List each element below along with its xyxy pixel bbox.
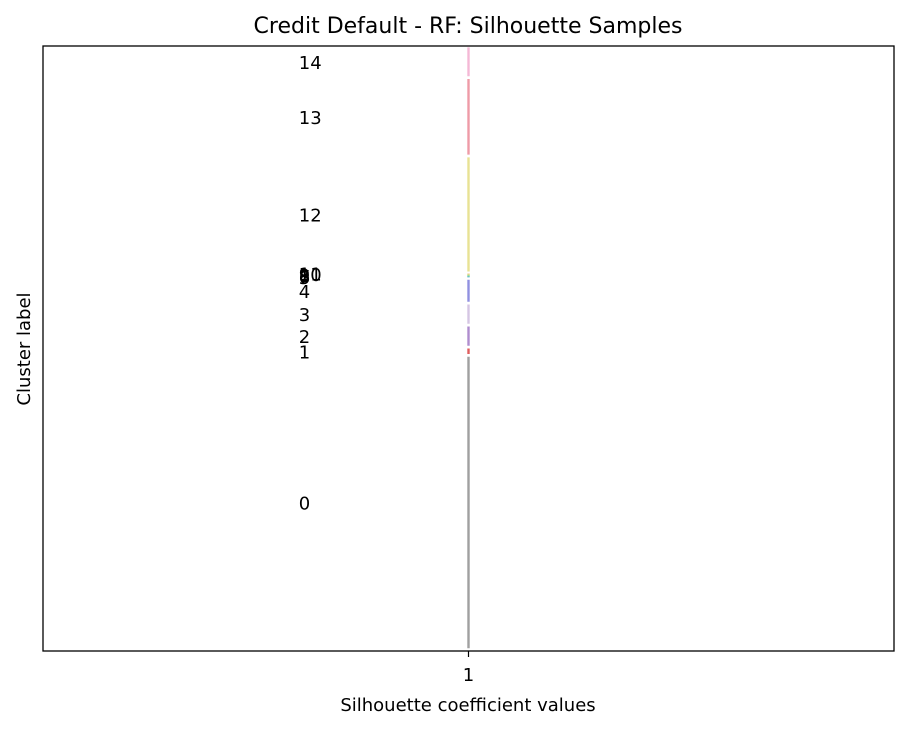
cluster-label-10: 10	[299, 265, 322, 286]
silhouette-bar-cluster-0	[467, 356, 470, 649]
cluster-label-7: 7	[299, 267, 310, 288]
silhouette-bar-cluster-5	[467, 276, 470, 278]
silhouette-bar-cluster-8	[467, 275, 470, 276]
cluster-label-13: 13	[299, 108, 322, 129]
silhouette-bar-cluster-9	[467, 274, 470, 276]
cluster-label-11: 11	[299, 265, 322, 286]
cluster-label-4: 4	[299, 282, 310, 303]
y-axis-label: Cluster label	[14, 292, 35, 405]
cluster-label-12: 12	[299, 205, 322, 226]
silhouette-bar-cluster-14	[467, 47, 470, 77]
cluster-label-0: 0	[299, 494, 310, 515]
silhouette-bar-cluster-13	[467, 79, 470, 155]
silhouette-bar-cluster-2	[467, 326, 470, 346]
silhouette-bar-cluster-3	[467, 304, 470, 324]
silhouette-bars	[467, 47, 470, 649]
silhouette-bar-cluster-7	[467, 275, 470, 277]
silhouette-bar-cluster-10	[467, 273, 470, 275]
silhouette-bar-cluster-4	[467, 279, 470, 302]
chart-title: Credit Default - RF: Silhouette Samples	[254, 14, 683, 39]
x-tick-label: 1	[463, 665, 474, 686]
cluster-label-1: 1	[299, 342, 310, 363]
cluster-label-3: 3	[299, 305, 310, 326]
x-axis-label: Silhouette coefficient values	[340, 695, 595, 716]
cluster-label-2: 2	[299, 327, 310, 348]
cluster-label-5: 5	[299, 268, 310, 289]
x-axis-ticks: 1	[463, 651, 474, 686]
silhouette-bar-cluster-1	[467, 348, 470, 354]
silhouette-bar-cluster-12	[467, 157, 470, 272]
silhouette-bar-cluster-11	[467, 273, 470, 275]
cluster-label-8: 8	[299, 266, 310, 287]
silhouette-bar-cluster-6	[467, 276, 470, 277]
cluster-label-9: 9	[299, 266, 310, 287]
cluster-label-6: 6	[299, 267, 310, 288]
cluster-label-14: 14	[299, 53, 322, 74]
